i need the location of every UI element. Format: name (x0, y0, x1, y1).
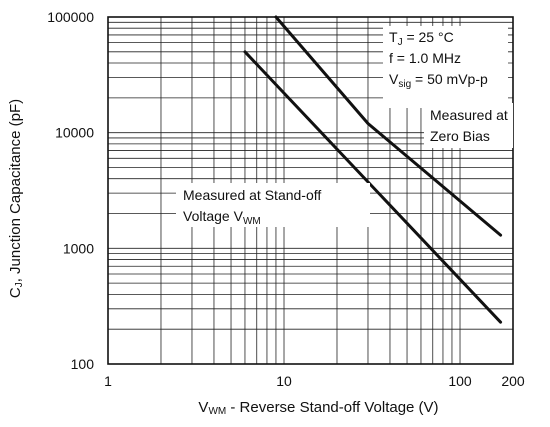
zero-bias-label-line1: Measured at (430, 107, 508, 123)
y-tick-label: 100000 (47, 9, 94, 25)
x-tick-labels: 1 10 100 200 (104, 373, 525, 389)
x-tick-label: 1 (104, 373, 112, 389)
y-tick-label: 10000 (55, 125, 94, 141)
conditions-box (383, 26, 508, 108)
standoff-label-box (176, 183, 370, 227)
y-tick-labels: 100 1000 10000 100000 (47, 9, 94, 372)
condition-tj: TJ = 25 °C (389, 29, 454, 48)
plot-frame (107, 16, 514, 365)
standoff-label-line1: Measured at Stand-off (183, 187, 321, 203)
condition-vsig: Vsig = 50 mVp-p (389, 71, 488, 90)
zero-bias-label-box (424, 103, 513, 148)
y-tick-label: 100 (71, 356, 95, 372)
y-tick-label: 1000 (63, 240, 94, 256)
zero-bias-label-line2: Zero Bias (430, 128, 490, 144)
x-tick-label: 100 (448, 373, 472, 389)
standoff-label-line2: Voltage VWM (183, 208, 261, 227)
x-tick-label: 10 (276, 373, 292, 389)
series-line-2 (243, 50, 503, 324)
y-axis-title: CJ, Junction Capacitance (pF) (7, 99, 25, 298)
x-tick-label: 200 (501, 373, 525, 389)
series-line-1 (274, 15, 503, 237)
x-axis-title: VWM - Reverse Stand-off Voltage (V) (198, 399, 438, 417)
series-lines (243, 15, 503, 324)
condition-frequency: f = 1.0 MHz (389, 50, 461, 66)
